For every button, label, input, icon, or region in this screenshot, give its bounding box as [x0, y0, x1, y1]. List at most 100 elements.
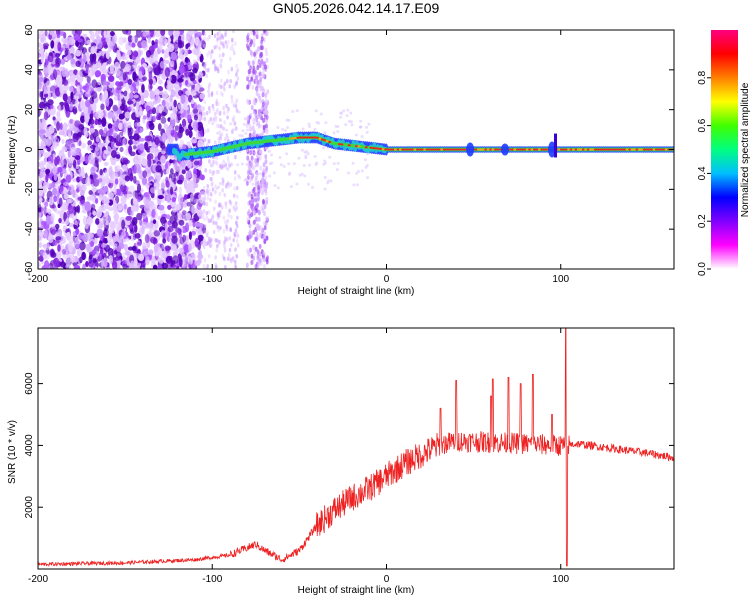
spectrogram-noise-speck [118, 113, 125, 120]
spectrogram-noise-speck [210, 177, 214, 182]
spectrogram-noise-speck [112, 113, 118, 122]
spectrogram-noise-speck [229, 227, 232, 232]
spectrogram-haze-speck [219, 119, 223, 123]
spectrogram-noise-speck [209, 54, 213, 60]
spectrogram-stripe-speck [265, 216, 269, 222]
spectrogram-haze-speck [346, 108, 350, 112]
spectrogram-haze-speck [307, 122, 311, 126]
spectrogram-noise-speck [184, 106, 189, 111]
spectrogram-noise-speck [215, 161, 219, 166]
spectrogram-noise-speck [52, 116, 56, 121]
spectrogram-noise-speck [76, 176, 81, 183]
spectrogram-noise-speck [166, 214, 171, 220]
spectrogram-noise-speck [223, 219, 227, 225]
spectrogram-noise-speck [92, 264, 96, 269]
spectrogram-noise-speck [127, 78, 133, 86]
spectrogram-noise-speck [67, 133, 72, 139]
spectrogram-ridge-peak [476, 148, 481, 151]
spectrogram-noise-speck [105, 135, 110, 145]
spectrogram-noise-speck [139, 219, 143, 227]
spectrogram-haze-speck [314, 109, 318, 113]
spectrogram-noise-speck [133, 34, 138, 44]
spectrogram-ridge-peak [452, 148, 456, 151]
spectrogram-noise-speck [52, 153, 56, 159]
spectrogram-noise-speck [43, 180, 48, 189]
spectrogram-noise-speck [46, 147, 51, 152]
spectrogram-noise-speck [213, 33, 217, 38]
spectrogram-noise-speck [49, 30, 55, 36]
spectrogram-noise-speck [221, 181, 225, 187]
spectrogram-noise-speck [115, 141, 122, 147]
spectrogram-noise-speck [183, 194, 188, 200]
spectrogram-haze-speck [240, 134, 244, 138]
spectrogram-haze-speck [355, 171, 359, 175]
spectrogram-noise-speck [185, 43, 189, 50]
colorbar-tick-label: 0.0 [697, 262, 708, 276]
spectrogram-noise-speck [208, 106, 211, 111]
spectrogram-noise-speck [97, 30, 102, 35]
spectrogram-stripe-speck [257, 184, 260, 190]
spectrogram-noise-speck [188, 231, 192, 240]
spectrogram-stripe-speck [252, 244, 256, 250]
spectrogram-noise-speck [95, 87, 102, 92]
spectrogram-noise-speck [99, 55, 105, 64]
spectrogram-noise-speck [104, 257, 108, 267]
spectrogram-noise-speck [50, 228, 57, 236]
spectrogram-noise-speck [229, 56, 232, 62]
spectrogram-noise-speck [226, 39, 230, 45]
spectrogram-noise-speck [40, 55, 44, 64]
spectrogram-noise-speck [173, 31, 177, 37]
spectrogram-noise-speck [186, 201, 192, 207]
spectrogram-noise-speck [211, 103, 215, 109]
spectrogram-haze-speck [240, 162, 244, 166]
spectrogram-noise-speck [171, 235, 178, 244]
spectrogram-haze-speck [323, 131, 327, 135]
spectrogram-haze-speck [221, 177, 225, 181]
spectrogram-noise-speck [122, 30, 129, 35]
spectrogram-noise-speck [218, 30, 221, 34]
spectrogram-noise-speck [219, 225, 222, 231]
spectrogram-noise-speck [203, 258, 207, 263]
spectrogram-noise-speck [206, 196, 210, 201]
spectrogram-ridge-peak [398, 148, 403, 151]
spectrogram-noise-speck [214, 264, 218, 269]
spectrogram-noise-speck [153, 230, 161, 237]
spectrogram-noise-speck [177, 130, 183, 139]
spectrogram-noise-speck [133, 133, 140, 141]
spectrogram-ridge-peak [537, 148, 542, 151]
spectrogram-noise-speck [120, 94, 124, 100]
spectrogram-stripe-speck [261, 208, 265, 214]
spectrogram-noise-speck [121, 230, 126, 239]
spectrogram-stripe-speck [265, 114, 269, 120]
spectrogram-haze-speck [329, 179, 333, 183]
spectrogram-stripe-speck [264, 190, 268, 196]
spectrogram-noise-speck [137, 253, 145, 262]
spectrogram-ridge-peak [325, 140, 329, 143]
spectrogram-noise-speck [182, 234, 187, 243]
spectrogram-ytick-label: 60 [24, 24, 35, 36]
spectrogram-noise-speck [45, 168, 51, 175]
spectrogram-ridge-peak [320, 138, 324, 141]
spectrogram-noise-speck [137, 262, 142, 267]
spectrogram-noise-speck [236, 243, 240, 248]
spectrogram-noise-speck [133, 145, 137, 150]
spectrogram-noise-speck [127, 167, 133, 177]
spectrogram-noise-speck [218, 130, 222, 135]
spectrogram-noise-speck [98, 79, 102, 86]
spectrogram-stripe-speck [252, 197, 255, 203]
spectrogram-noise-speck [215, 44, 218, 49]
spectrogram-haze-speck [335, 168, 339, 172]
spectrogram-stripe-speck [259, 82, 263, 88]
spectrogram-noise-speck [38, 229, 42, 236]
spectrogram-noise-speck [77, 196, 84, 201]
spectrogram-noise-speck [222, 256, 226, 261]
spectrogram-ridge-peak [533, 148, 537, 151]
spectrogram-noise-speck [213, 59, 216, 64]
spectrogram-noise-speck [100, 204, 107, 212]
spectrogram-noise-speck [139, 127, 143, 133]
spectrogram-ridge-peak [589, 148, 593, 151]
spectrogram-ridge-peak [618, 148, 622, 151]
spectrogram-noise-speck [203, 137, 207, 143]
